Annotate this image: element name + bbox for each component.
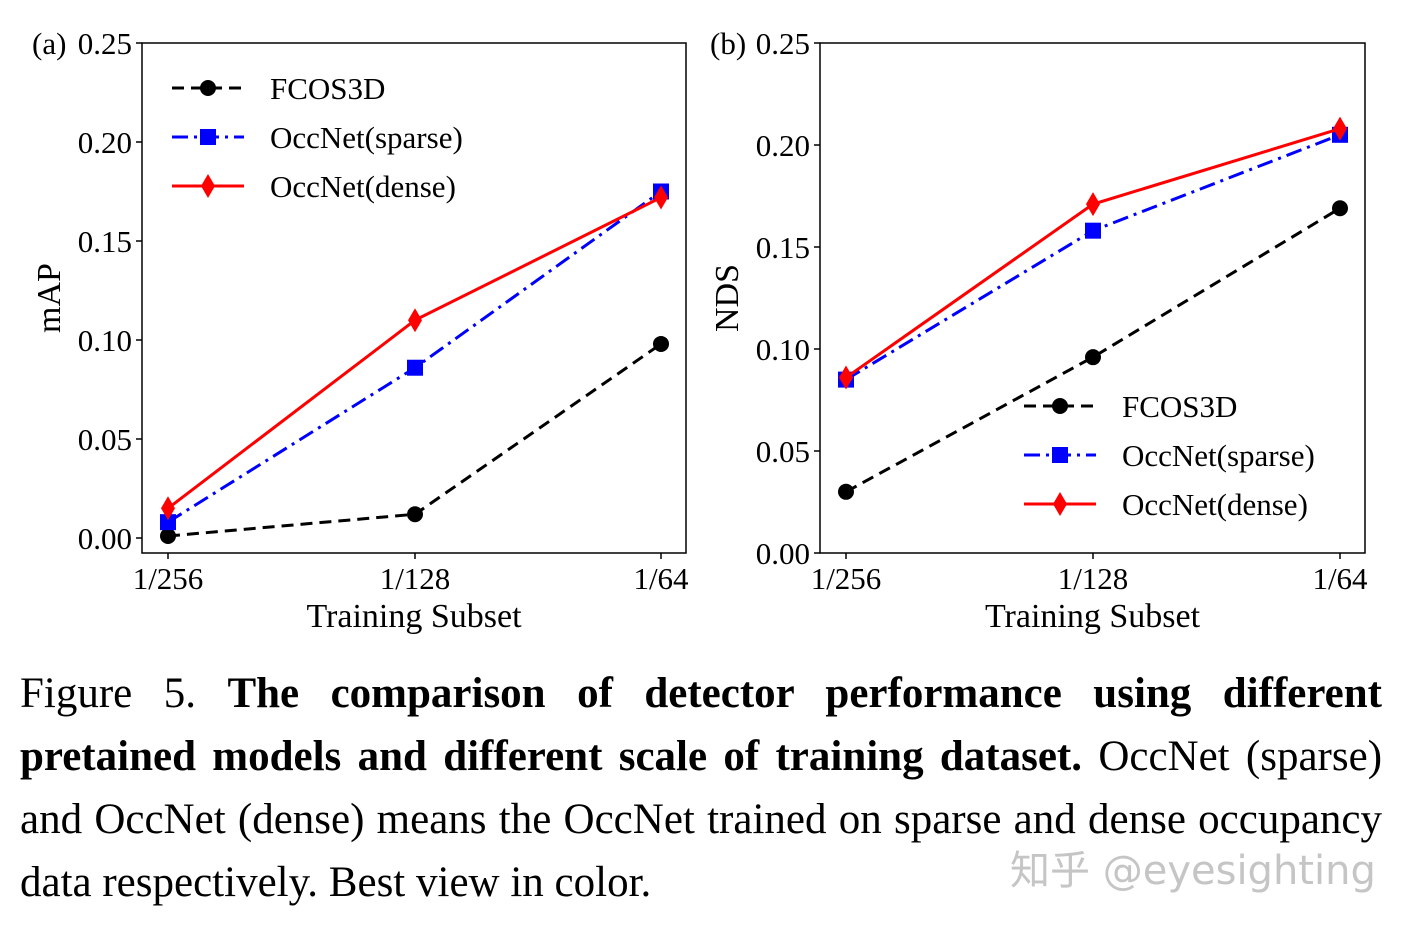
y-tick-label: 0.25	[756, 26, 810, 61]
x-tick-label: 1/64	[1312, 561, 1368, 596]
y-axis-label: NDS	[709, 264, 746, 332]
series-line	[845, 133, 1341, 381]
y-tick-label: 0.10	[78, 323, 132, 358]
legend-label: OccNet(sparse)	[270, 120, 463, 155]
legend: FCOS3D OccNet(sparse) OccNet(dense)	[1024, 389, 1315, 522]
y-tick-label: 0.20	[78, 125, 132, 160]
legend-marker	[1052, 447, 1068, 463]
series-fcos3d	[160, 335, 669, 545]
legend-marker	[1052, 398, 1068, 414]
data-point	[1085, 222, 1101, 239]
series-line	[167, 190, 662, 524]
series-fcos3d	[838, 200, 1348, 500]
y-tick-label: 0.25	[78, 26, 132, 61]
x-tick-label: 1/128	[1058, 561, 1129, 596]
legend-label: OccNet(dense)	[1122, 487, 1308, 522]
figure-caption: Figure 5. The comparison of detector per…	[20, 662, 1382, 914]
data-point	[407, 359, 423, 376]
caption-text: OccNet (sparse) and OccNet (dense) means…	[20, 733, 1383, 906]
legend-label: OccNet(sparse)	[1122, 438, 1315, 473]
panel-label: (b)	[710, 26, 746, 61]
y-axis-label: mAP	[31, 263, 68, 333]
y-tick-label: 0.05	[756, 434, 810, 469]
legend-label: OccNet(dense)	[270, 169, 456, 204]
caption-label: Figure 5.	[20, 670, 196, 717]
caption-bold: The comparison of detector performance u…	[20, 670, 1382, 780]
data-point	[839, 365, 853, 390]
series-occnet-sparse-	[838, 126, 1348, 388]
x-tick-label: 1/128	[380, 561, 451, 596]
y-tick-label: 0.05	[78, 422, 132, 457]
chart-panel-b: 0.00 0.05 0.10 0.15 0.20 0.25 1/256 1/128 1/64 (b…	[709, 26, 1368, 635]
plot-frame	[819, 42, 1366, 554]
data-point	[161, 496, 175, 521]
data-point	[160, 514, 176, 531]
legend-label: FCOS3D	[1122, 389, 1237, 424]
data-point	[1086, 192, 1100, 217]
series-occnet-sparse-	[160, 183, 669, 531]
x-tick-label: 1/256	[133, 561, 204, 596]
data-point	[1332, 200, 1348, 217]
x-tick-label: 1/64	[633, 561, 689, 596]
legend: FCOS3D OccNet(sparse) OccNet(dense)	[172, 71, 463, 204]
panel-label: (a)	[32, 26, 66, 61]
data-point	[407, 506, 423, 523]
y-tick-label: 0.00	[756, 536, 810, 571]
legend-marker	[1053, 492, 1067, 516]
x-tick-label: 1/256	[811, 561, 882, 596]
legend-marker	[201, 174, 215, 198]
x-axis-label: Training Subset	[306, 598, 522, 635]
series-occnet-dense-	[839, 116, 1347, 390]
y-tick-label: 0.15	[78, 224, 132, 259]
data-point	[1333, 116, 1347, 141]
data-point	[1085, 349, 1101, 366]
x-axis-label: Training Subset	[985, 598, 1201, 635]
series-occnet-dense-	[161, 185, 668, 521]
data-point	[654, 185, 668, 210]
legend-marker	[200, 80, 216, 96]
chart-panel-a: 0.00 0.05 0.10 0.15 0.20 0.25 1/256 1/128 1/64 (a…	[31, 26, 689, 635]
data-point	[408, 308, 422, 333]
y-tick-label: 0.10	[756, 332, 810, 367]
data-point	[653, 335, 669, 352]
y-tick-label: 0.15	[756, 230, 810, 265]
data-point	[160, 528, 176, 545]
plot-frame	[141, 42, 687, 554]
y-tick-label: 0.00	[78, 521, 132, 556]
y-tick-label: 0.20	[756, 128, 810, 163]
legend-marker	[200, 129, 216, 145]
data-point	[838, 483, 854, 500]
figure-charts: 0.00 0.05 0.10 0.15 0.20 0.25 1/256 1/128 1/64 (a…	[31, 26, 1368, 635]
watermark: 知乎 @eyesighting	[1010, 848, 1376, 894]
legend-label: FCOS3D	[270, 71, 385, 106]
